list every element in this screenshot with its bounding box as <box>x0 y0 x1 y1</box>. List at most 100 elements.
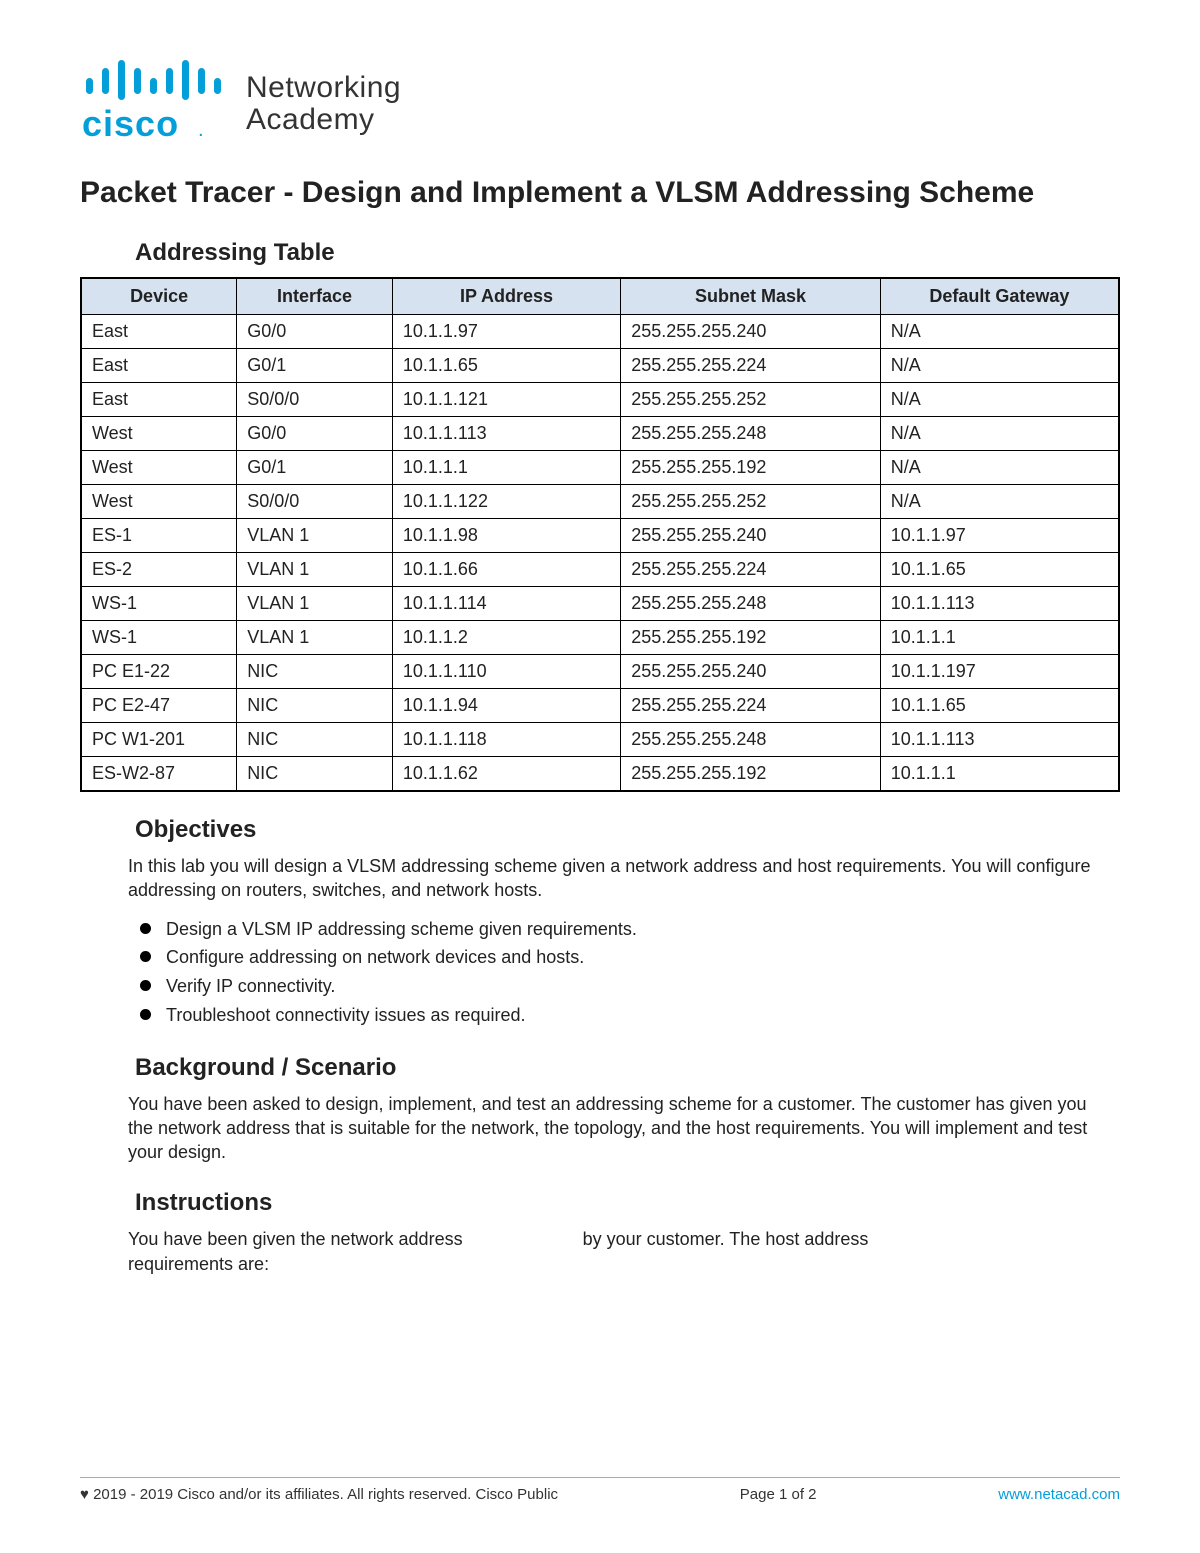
table-row: WestG0/010.1.1.113255.255.255.248N/A <box>81 417 1119 451</box>
table-cell: 255.255.255.248 <box>621 723 881 757</box>
table-row: WS-1VLAN 110.1.1.2255.255.255.19210.1.1.… <box>81 621 1119 655</box>
background-heading: Background / Scenario <box>135 1054 1110 1082</box>
table-cell: N/A <box>880 383 1119 417</box>
table-row: EastG0/110.1.1.65255.255.255.224N/A <box>81 349 1119 383</box>
table-cell: 10.1.1.97 <box>392 315 620 349</box>
addressing-table-heading: Addressing Table <box>135 239 1120 267</box>
table-cell: 255.255.255.252 <box>621 485 881 519</box>
table-cell: 255.255.255.240 <box>621 519 881 553</box>
table-row: WestS0/0/010.1.1.122255.255.255.252N/A <box>81 485 1119 519</box>
list-item: Verify IP connectivity. <box>140 972 1110 1001</box>
footer-page: Page 1 of 2 <box>740 1486 817 1503</box>
table-cell: 255.255.255.240 <box>621 655 881 689</box>
table-cell: 10.1.1.97 <box>880 519 1119 553</box>
table-cell: 10.1.1.113 <box>880 587 1119 621</box>
table-cell: ES-2 <box>81 553 237 587</box>
table-cell: N/A <box>880 315 1119 349</box>
logo-line-2: Academy <box>246 104 401 136</box>
table-cell: N/A <box>880 417 1119 451</box>
logo-line-1: Networking <box>246 72 401 104</box>
table-row: PC E1-22NIC10.1.1.110255.255.255.24010.1… <box>81 655 1119 689</box>
page-footer: ♥ 2019 - 2019 Cisco and/or its affiliate… <box>80 1477 1120 1503</box>
table-cell: West <box>81 485 237 519</box>
table-header-cell: Subnet Mask <box>621 278 881 315</box>
cisco-wordmark: cisco <box>82 103 179 142</box>
table-cell: ES-W2-87 <box>81 757 237 792</box>
table-cell: PC E2-47 <box>81 689 237 723</box>
table-row: EastS0/0/010.1.1.121255.255.255.252N/A <box>81 383 1119 417</box>
table-cell: S0/0/0 <box>237 383 393 417</box>
addressing-table: DeviceInterfaceIP AddressSubnet MaskDefa… <box>80 277 1120 792</box>
table-cell: 10.1.1.65 <box>880 689 1119 723</box>
table-cell: 10.1.1.94 <box>392 689 620 723</box>
table-cell: S0/0/0 <box>237 485 393 519</box>
table-cell: West <box>81 451 237 485</box>
table-cell: 10.1.1.62 <box>392 757 620 792</box>
instructions-line-c: requirements are: <box>128 1252 463 1277</box>
brand-header: cisco . Networking Academy <box>80 60 1120 147</box>
table-cell: East <box>81 315 237 349</box>
table-cell: G0/0 <box>237 417 393 451</box>
table-cell: 255.255.255.192 <box>621 451 881 485</box>
instructions-heading: Instructions <box>135 1189 1110 1217</box>
table-cell: G0/1 <box>237 451 393 485</box>
background-text: You have been asked to design, implement… <box>128 1092 1110 1165</box>
table-cell: 10.1.1.118 <box>392 723 620 757</box>
table-header-cell: Default Gateway <box>880 278 1119 315</box>
table-cell: VLAN 1 <box>237 553 393 587</box>
table-cell: PC E1-22 <box>81 655 237 689</box>
table-cell: NIC <box>237 757 393 792</box>
table-header-cell: Interface <box>237 278 393 315</box>
table-row: EastG0/010.1.1.97255.255.255.240N/A <box>81 315 1119 349</box>
table-cell: N/A <box>880 485 1119 519</box>
table-header-cell: IP Address <box>392 278 620 315</box>
table-cell: ES-1 <box>81 519 237 553</box>
table-cell: 10.1.1.1 <box>880 621 1119 655</box>
table-row: WestG0/110.1.1.1255.255.255.192N/A <box>81 451 1119 485</box>
objectives-list: Design a VLSM IP addressing scheme given… <box>140 915 1110 1030</box>
table-cell: 255.255.255.240 <box>621 315 881 349</box>
table-cell: 10.1.1.197 <box>880 655 1119 689</box>
table-cell: 255.255.255.248 <box>621 587 881 621</box>
table-cell: VLAN 1 <box>237 587 393 621</box>
list-item: Design a VLSM IP addressing scheme given… <box>140 915 1110 944</box>
table-cell: 10.1.1.98 <box>392 519 620 553</box>
table-row: ES-W2-87NIC10.1.1.62255.255.255.19210.1.… <box>81 757 1119 792</box>
table-cell: 10.1.1.2 <box>392 621 620 655</box>
table-cell: 255.255.255.252 <box>621 383 881 417</box>
table-cell: 10.1.1.110 <box>392 655 620 689</box>
table-row: PC W1-201NIC10.1.1.118255.255.255.24810.… <box>81 723 1119 757</box>
table-cell: 10.1.1.1 <box>880 757 1119 792</box>
instructions-body: You have been given the network address … <box>128 1227 1110 1277</box>
table-cell: NIC <box>237 655 393 689</box>
logo-subtitle: Networking Academy <box>246 72 401 135</box>
table-cell: 255.255.255.192 <box>621 621 881 655</box>
table-cell: West <box>81 417 237 451</box>
table-cell: 255.255.255.224 <box>621 553 881 587</box>
instructions-line-a: You have been given the network address <box>128 1227 463 1252</box>
table-cell: 10.1.1.1 <box>392 451 620 485</box>
table-cell: NIC <box>237 723 393 757</box>
table-cell: 255.255.255.248 <box>621 417 881 451</box>
list-item: Troubleshoot connectivity issues as requ… <box>140 1001 1110 1030</box>
table-cell: N/A <box>880 349 1119 383</box>
table-cell: NIC <box>237 689 393 723</box>
table-cell: G0/0 <box>237 315 393 349</box>
table-cell: 255.255.255.192 <box>621 757 881 792</box>
table-cell: East <box>81 383 237 417</box>
footer-copyright: ♥ 2019 - 2019 Cisco and/or its affiliate… <box>80 1486 558 1503</box>
table-row: ES-1VLAN 110.1.1.98255.255.255.24010.1.1… <box>81 519 1119 553</box>
table-cell: 10.1.1.65 <box>392 349 620 383</box>
table-row: WS-1VLAN 110.1.1.114255.255.255.24810.1.… <box>81 587 1119 621</box>
table-cell: 10.1.1.121 <box>392 383 620 417</box>
svg-text:.: . <box>198 119 204 141</box>
table-cell: PC W1-201 <box>81 723 237 757</box>
table-cell: 10.1.1.65 <box>880 553 1119 587</box>
table-cell: N/A <box>880 451 1119 485</box>
list-item: Configure addressing on network devices … <box>140 943 1110 972</box>
cisco-bars-icon: cisco . <box>80 60 230 147</box>
footer-url[interactable]: www.netacad.com <box>998 1486 1120 1503</box>
table-cell: 10.1.1.122 <box>392 485 620 519</box>
table-cell: WS-1 <box>81 621 237 655</box>
table-cell: 255.255.255.224 <box>621 349 881 383</box>
